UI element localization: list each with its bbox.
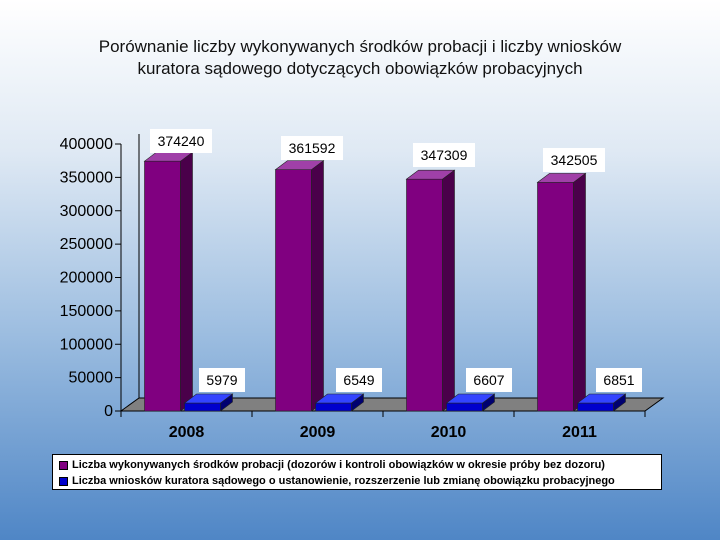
data-label-s1-2008: 374240 bbox=[158, 133, 205, 149]
chart-legend: Liczba wykonywanych środków probacji (do… bbox=[52, 454, 662, 490]
bar-side-s1-2010 bbox=[442, 169, 455, 412]
bar-s1-2009 bbox=[275, 169, 312, 412]
bar-s2-2010 bbox=[446, 402, 483, 412]
bar-top-s2-2008 bbox=[183, 393, 234, 404]
data-label-box bbox=[199, 368, 245, 392]
bar-top-s2-2009 bbox=[314, 393, 365, 404]
y-tick-label: 200000 bbox=[60, 270, 113, 287]
data-label-box bbox=[596, 368, 642, 392]
bar-side-s1-2009 bbox=[311, 160, 324, 412]
bar-top-s1-2009 bbox=[274, 160, 325, 170]
data-label-s1-2009: 361592 bbox=[289, 140, 336, 156]
legend-swatch-series-1 bbox=[59, 460, 68, 470]
bar-s1-2010 bbox=[406, 178, 443, 412]
x-category-label-2011: 2011 bbox=[562, 424, 597, 441]
chart-title-line1: Porównanie liczby wykonywanych środków p… bbox=[98, 37, 622, 56]
data-label-box bbox=[336, 368, 382, 392]
legend-entry-series-2: Liczba wniosków kuratora sądowego o usta… bbox=[59, 473, 657, 489]
data-label-s2-2009: 6549 bbox=[343, 372, 374, 388]
bar-top-s2-2011 bbox=[576, 393, 627, 404]
legend-label-series-1: Liczba wykonywanych środków probacji (do… bbox=[72, 459, 605, 471]
x-category-label-2009: 2009 bbox=[300, 424, 336, 441]
bar-s2-2011 bbox=[577, 402, 614, 412]
data-label-s2-2011: 6851 bbox=[603, 372, 634, 388]
bar-top-s1-2010 bbox=[405, 169, 456, 180]
legend-label-series-2: Liczba wniosków kuratora sądowego o usta… bbox=[72, 475, 615, 487]
bar-side-s1-2008 bbox=[180, 151, 193, 412]
y-tick-label: 100000 bbox=[60, 336, 113, 353]
bar-top-s2-2010 bbox=[445, 393, 496, 404]
bar-top-s1-2011 bbox=[536, 173, 587, 183]
bar-s2-2009 bbox=[315, 402, 352, 412]
legend-entry-series-1: Liczba wykonywanych środków probacji (do… bbox=[59, 457, 657, 473]
data-label-box bbox=[413, 143, 475, 167]
y-tick-label: 350000 bbox=[60, 169, 113, 186]
bar-s1-2011 bbox=[537, 182, 574, 412]
chart-title: Porównanie liczby wykonywanych środków p… bbox=[20, 36, 700, 80]
data-label-s1-2011: 342505 bbox=[551, 152, 598, 168]
data-label-box bbox=[543, 148, 605, 172]
y-tick-label: 300000 bbox=[60, 203, 113, 220]
bar-s1-2008 bbox=[144, 160, 181, 412]
y-tick-label: 250000 bbox=[60, 236, 113, 253]
y-tick-label: 150000 bbox=[60, 303, 113, 320]
bar-s2-2008 bbox=[184, 402, 221, 412]
data-label-s2-2008: 5979 bbox=[206, 372, 237, 388]
bar-side-s1-2011 bbox=[573, 172, 586, 412]
y-tick-label: 0 bbox=[104, 403, 113, 420]
x-category-label-2008: 2008 bbox=[169, 424, 205, 441]
legend-swatch-series-2 bbox=[59, 476, 68, 486]
data-label-box bbox=[150, 129, 212, 153]
x-category-label-2010: 2010 bbox=[431, 424, 467, 441]
data-label-s1-2010: 347309 bbox=[421, 147, 468, 163]
chart-title-line2: kuratora sądowego dotyczących obowiązków… bbox=[137, 59, 583, 78]
y-tick-label: 400000 bbox=[60, 136, 113, 153]
data-label-s2-2010: 6607 bbox=[473, 372, 504, 388]
y-tick-label: 50000 bbox=[69, 370, 114, 387]
data-label-box bbox=[281, 136, 343, 160]
data-label-box bbox=[466, 368, 512, 392]
